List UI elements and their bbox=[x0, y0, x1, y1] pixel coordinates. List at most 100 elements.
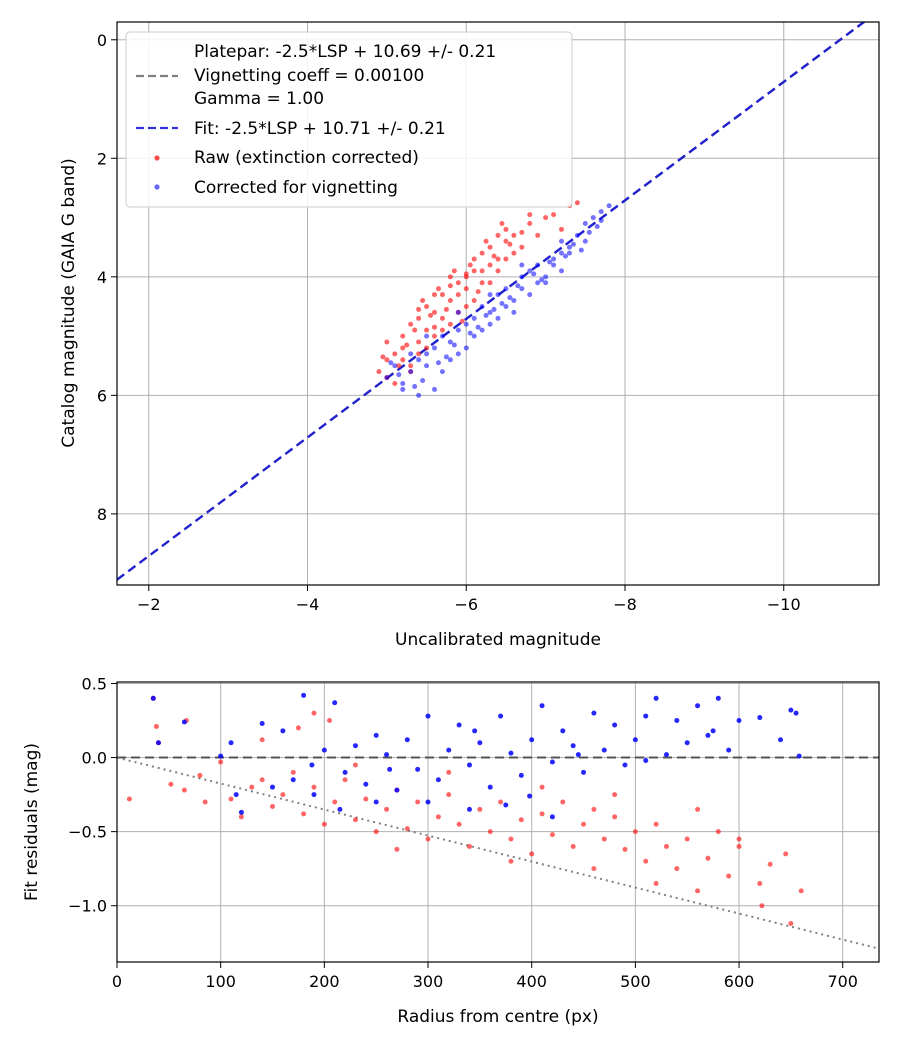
raw-point bbox=[432, 324, 437, 330]
residual-raw-point bbox=[684, 836, 690, 842]
residual-raw-point bbox=[363, 796, 369, 802]
residual-raw-point bbox=[404, 826, 410, 832]
residual-corrected-point bbox=[477, 740, 483, 746]
bottom-x-tick-label: 400 bbox=[516, 972, 547, 991]
residual-raw-point bbox=[290, 769, 296, 775]
bottom-y-tick-label: 0.5 bbox=[82, 674, 107, 693]
raw-point bbox=[392, 381, 398, 387]
residual-raw-point bbox=[632, 829, 638, 835]
residual-raw-point bbox=[249, 784, 255, 790]
corrected-point bbox=[551, 256, 557, 262]
residual-corrected-point bbox=[508, 750, 514, 756]
residual-raw-point bbox=[228, 796, 234, 802]
raw-point bbox=[400, 357, 406, 363]
raw-point bbox=[495, 256, 501, 262]
top-y-tick-label: 2 bbox=[97, 149, 107, 168]
corrected-point bbox=[566, 244, 572, 250]
corrected-point bbox=[519, 274, 525, 280]
bottom-x-tick-label: 300 bbox=[413, 972, 444, 991]
corrected-point bbox=[519, 262, 525, 268]
residual-corrected-point bbox=[218, 753, 224, 759]
residual-raw-point bbox=[695, 888, 701, 894]
raw-point bbox=[495, 268, 501, 274]
residual-raw-point bbox=[311, 710, 317, 716]
bottom-x-tick-label: 200 bbox=[309, 972, 340, 991]
corrected-point bbox=[582, 238, 588, 244]
residual-raw-point bbox=[301, 811, 307, 817]
residual-corrected-point bbox=[472, 728, 478, 734]
residual-corrected-point bbox=[674, 718, 680, 724]
top-x-tick-label: −4 bbox=[296, 595, 320, 614]
residual-raw-point bbox=[181, 787, 187, 793]
raw-point bbox=[435, 286, 441, 292]
raw-point bbox=[439, 327, 445, 333]
residual-corrected-point bbox=[238, 809, 244, 815]
residual-raw-point bbox=[218, 759, 224, 765]
raw-point bbox=[416, 339, 422, 345]
residual-raw-point bbox=[425, 836, 431, 842]
corrected-point bbox=[527, 292, 533, 298]
corrected-point bbox=[519, 286, 525, 292]
raw-point bbox=[551, 212, 557, 218]
residual-corrected-point bbox=[622, 762, 628, 768]
residual-corrected-point bbox=[503, 802, 509, 808]
corrected-point bbox=[408, 369, 414, 375]
raw-point bbox=[447, 283, 453, 289]
raw-point bbox=[420, 298, 426, 304]
corrected-point bbox=[590, 215, 596, 221]
corrected-point bbox=[495, 315, 501, 321]
residual-corrected-point bbox=[425, 799, 431, 805]
legend: Platepar: -2.5*LSP + 10.69 +/- 0.21 Vign… bbox=[125, 31, 573, 208]
corrected-point bbox=[503, 303, 509, 309]
residual-raw-point bbox=[591, 806, 597, 812]
raw-point bbox=[416, 315, 422, 321]
residual-raw-point bbox=[508, 836, 514, 842]
raw-point bbox=[467, 262, 473, 268]
raw-point bbox=[424, 327, 430, 333]
residual-raw-point bbox=[798, 888, 804, 894]
bottom-x-tick-label: 700 bbox=[827, 972, 858, 991]
raw-point bbox=[447, 274, 453, 280]
raw-point bbox=[400, 345, 406, 351]
bottom-y-axis-label: Fit residuals (mag) bbox=[22, 743, 42, 901]
residual-corrected-point bbox=[757, 715, 763, 721]
corrected-point bbox=[420, 378, 426, 384]
raw-point bbox=[432, 333, 437, 339]
top-x-tick-label: −10 bbox=[767, 595, 801, 614]
residual-corrected-point bbox=[726, 747, 732, 753]
residual-corrected-point bbox=[549, 814, 555, 820]
corrected-point bbox=[471, 315, 477, 321]
corrected-point bbox=[432, 386, 437, 392]
top-fit-line-layer bbox=[117, 22, 866, 581]
bottom-y-tick-label: 0.0 bbox=[82, 749, 107, 768]
residual-corrected-point bbox=[373, 732, 379, 738]
residual-raw-point bbox=[570, 843, 576, 849]
top-axes-frame bbox=[116, 21, 880, 586]
corrected-point bbox=[606, 203, 612, 209]
residual-raw-point bbox=[435, 814, 441, 820]
raw-point bbox=[408, 363, 414, 369]
top-y-tick-label: 4 bbox=[97, 268, 107, 287]
corrected-point bbox=[451, 342, 457, 348]
residual-corrected-point bbox=[337, 806, 343, 812]
residual-corrected-point bbox=[778, 737, 784, 743]
raw-point bbox=[499, 220, 505, 226]
residual-raw-point bbox=[342, 777, 348, 783]
residual-corrected-point bbox=[736, 718, 742, 724]
raw-point bbox=[459, 318, 465, 324]
residual-corrected-point bbox=[710, 728, 716, 734]
corrected-point bbox=[475, 324, 481, 330]
raw-point bbox=[463, 303, 469, 309]
corrected-point bbox=[527, 268, 533, 274]
corrected-point bbox=[570, 241, 576, 247]
corrected-point bbox=[491, 306, 497, 312]
raw-point bbox=[503, 226, 509, 232]
raw-point bbox=[503, 256, 509, 262]
residual-raw-point bbox=[653, 821, 659, 827]
residual-corrected-point bbox=[653, 695, 659, 701]
corrected-point bbox=[447, 339, 453, 345]
residual-raw-point bbox=[446, 792, 452, 798]
raw-point bbox=[463, 286, 469, 292]
